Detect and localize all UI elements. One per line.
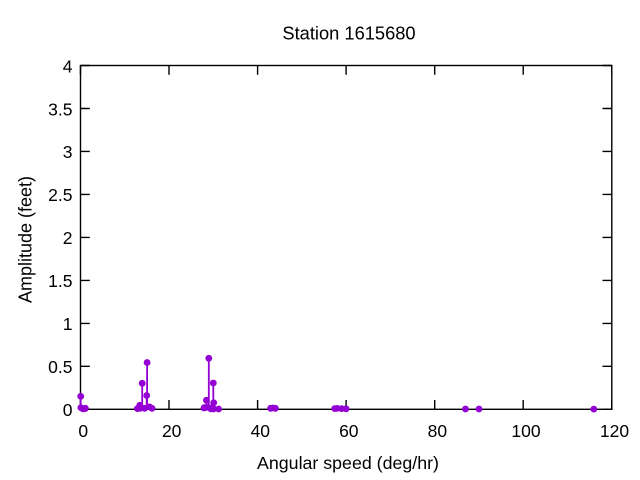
svg-text:2.5: 2.5 [48, 185, 72, 205]
svg-text:3: 3 [63, 142, 73, 162]
svg-text:0.5: 0.5 [48, 357, 72, 377]
svg-text:0: 0 [63, 400, 73, 420]
svg-text:20: 20 [162, 421, 182, 441]
svg-text:Station 1615680: Station 1615680 [282, 23, 415, 44]
svg-text:1: 1 [63, 314, 73, 334]
svg-text:2: 2 [63, 228, 73, 248]
svg-text:100: 100 [511, 421, 540, 441]
svg-text:4: 4 [63, 56, 73, 76]
svg-text:0: 0 [78, 421, 88, 441]
svg-text:120: 120 [600, 421, 629, 441]
svg-text:3.5: 3.5 [48, 99, 72, 119]
svg-text:80: 80 [428, 421, 448, 441]
svg-text:1.5: 1.5 [48, 271, 72, 291]
svg-text:40: 40 [251, 421, 271, 441]
svg-text:Amplitude (feet): Amplitude (feet) [16, 176, 36, 303]
svg-text:60: 60 [339, 421, 359, 441]
svg-text:Angular speed (deg/hr): Angular speed (deg/hr) [257, 453, 439, 473]
